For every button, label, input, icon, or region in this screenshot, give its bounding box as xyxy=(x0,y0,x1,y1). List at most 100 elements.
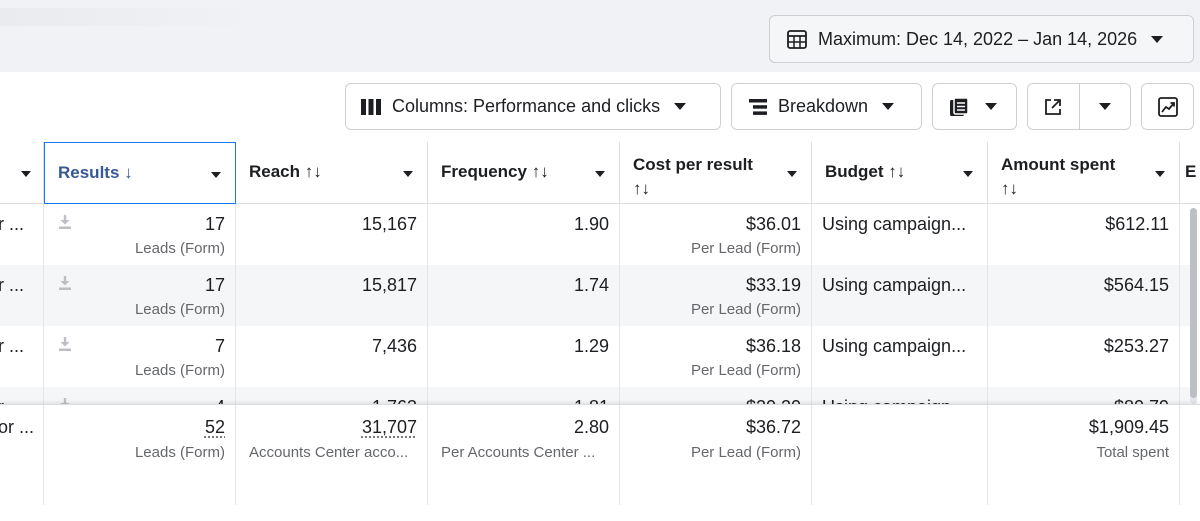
table-row[interactable]: r ... 7 Leads (Form) 7,436 1.29 $36.18 Per Lea… xyxy=(0,326,1190,387)
columns-button[interactable]: Columns: Performance and clicks xyxy=(345,83,721,130)
faded-header-text xyxy=(0,8,260,26)
row-results: 4 xyxy=(215,397,225,404)
row-frequency: 1.29 xyxy=(573,336,609,356)
row-budget: Using campaign... xyxy=(822,275,967,295)
totals-row: or ... 52 Leads (Form) 31,707 Accounts C… xyxy=(0,404,1200,505)
row-reach: 1,763 xyxy=(372,397,417,404)
row-budget: Using campaign xyxy=(822,397,951,404)
row-cost-per-result: $33.19 xyxy=(745,275,801,295)
column-header-results[interactable]: Results ↓ xyxy=(44,142,236,204)
row-reach: 7,436 xyxy=(371,336,417,356)
date-range-button[interactable]: Maximum: Dec 14, 2022 – Jan 14, 2026 xyxy=(769,15,1194,63)
download-icon xyxy=(59,337,71,351)
row-results-sub: Leads (Form) xyxy=(134,301,225,318)
totals-budget xyxy=(812,405,988,505)
breakdown-icon xyxy=(749,98,767,115)
column-header-name[interactable] xyxy=(0,142,44,204)
totals-name-truncated: or ... xyxy=(0,417,35,437)
column-header-budget[interactable]: Budget ↑↓ xyxy=(812,142,988,204)
columns-icon xyxy=(361,98,381,115)
download-icon xyxy=(60,398,70,404)
columns-label: Columns: Performance and clicks xyxy=(392,96,661,116)
totals-results[interactable]: 52 xyxy=(204,417,225,437)
row-name-truncated[interactable]: r ... xyxy=(0,336,24,356)
chevron-down-icon xyxy=(1098,103,1111,110)
column-label-reach: Reach xyxy=(249,162,301,181)
table-body: r ... 17 Leads (Form) 15,167 1.90 $36.01 Per L… xyxy=(0,204,1190,404)
chevron-down-icon xyxy=(985,103,997,110)
row-amount-spent: $80.79 xyxy=(1114,397,1169,404)
table-row[interactable]: r ... 17 Leads (Form) 15,167 1.90 $36.01 Per L… xyxy=(0,204,1190,265)
breakdown-label: Breakdown xyxy=(778,96,869,116)
breakdown-button[interactable]: Breakdown xyxy=(731,83,922,130)
row-amount-spent: $253.27 xyxy=(1103,336,1169,356)
chart-button[interactable] xyxy=(1141,83,1194,130)
vertical-scrollbar[interactable] xyxy=(1190,208,1197,404)
totals-amount-spent: $1,909.45 xyxy=(1088,417,1169,437)
row-frequency: 1.74 xyxy=(573,275,609,295)
row-name-truncated[interactable]: r xyxy=(0,397,4,404)
row-cost-per-result: $36.18 xyxy=(745,336,801,356)
download-icon xyxy=(59,215,71,229)
row-amount-spent: $564.15 xyxy=(1103,275,1169,295)
row-cost-per-result: $20.20 xyxy=(746,397,801,404)
row-amount-spent: $612.11 xyxy=(1105,214,1169,234)
column-header-next[interactable]: E xyxy=(1180,142,1200,204)
row-cost-sub: Per Lead (Form) xyxy=(690,301,801,318)
chevron-down-icon xyxy=(1155,171,1165,177)
row-cost-per-result: $36.01 xyxy=(745,214,801,234)
row-name-truncated[interactable]: r ... xyxy=(0,214,24,234)
column-header-cost-per-result[interactable]: Cost per result ↑↓ xyxy=(620,142,812,204)
row-reach: 15,167 xyxy=(361,214,417,234)
sort-icon: ↑↓ xyxy=(531,162,549,181)
chevron-down-icon xyxy=(882,103,895,110)
row-cost-sub: Per Lead (Form) xyxy=(690,240,801,257)
totals-reach-sub: Accounts Center acco... xyxy=(249,444,409,461)
row-results: 17 xyxy=(204,214,225,234)
export-button-group[interactable] xyxy=(1027,83,1131,130)
row-budget: Using campaign... xyxy=(822,336,967,356)
download-icon xyxy=(59,276,71,290)
scrollbar-thumb[interactable] xyxy=(1190,208,1197,398)
reports-button[interactable] xyxy=(932,83,1017,130)
date-range-label: Maximum: Dec 14, 2022 – Jan 14, 2026 xyxy=(818,28,1138,49)
chevron-down-icon xyxy=(1151,35,1164,43)
column-header-frequency[interactable]: Frequency ↑↓ xyxy=(428,142,620,204)
totals-amount-spent-sub: Total spent xyxy=(1096,444,1169,461)
table-row[interactable]: r 4 1,763 1.81 $20.20 Using campaign $80.79 xyxy=(0,387,1190,404)
column-label-results: Results xyxy=(58,163,120,182)
totals-frequency-sub: Per Accounts Center ... xyxy=(441,444,596,461)
row-results-sub: Leads (Form) xyxy=(134,362,225,379)
export-button[interactable] xyxy=(1028,84,1079,129)
sort-icon: ↑↓ xyxy=(304,162,322,181)
chevron-down-icon xyxy=(787,171,797,177)
row-budget: Using campaign... xyxy=(822,214,967,234)
row-name-truncated[interactable]: r ... xyxy=(0,275,24,295)
export-menu-button[interactable] xyxy=(1078,84,1130,129)
chevron-down-icon xyxy=(403,171,413,177)
chevron-down-icon xyxy=(21,171,31,177)
sort-icon: ↑↓ xyxy=(888,162,906,181)
column-label-frequency: Frequency xyxy=(441,162,527,181)
chevron-down-icon xyxy=(674,103,687,110)
chevron-down-icon xyxy=(595,171,605,177)
row-cost-sub: Per Lead (Form) xyxy=(690,362,801,379)
calendar-icon xyxy=(787,30,807,49)
row-results: 7 xyxy=(214,336,225,356)
column-label-next: E xyxy=(1185,162,1197,181)
ads-table: Results ↓ Reach ↑↓ Frequency ↑↓ Cost per… xyxy=(0,142,1200,521)
totals-cost: $36.72 xyxy=(745,417,801,437)
row-results: 17 xyxy=(204,275,225,295)
totals-results-sub: Leads (Form) xyxy=(134,444,225,461)
totals-cost-sub: Per Lead (Form) xyxy=(690,444,801,461)
row-frequency: 1.90 xyxy=(573,214,609,234)
column-header-reach[interactable]: Reach ↑↓ xyxy=(236,142,428,204)
row-reach: 15,817 xyxy=(361,275,417,295)
column-header-amount-spent[interactable]: Amount spent ↑↓ xyxy=(988,142,1180,204)
table-row[interactable]: r ... 17 Leads (Form) 15,817 1.74 $33.19 Per L… xyxy=(0,265,1190,326)
column-label-cost-per-result: Cost per result xyxy=(633,155,753,174)
reports-icon xyxy=(950,96,969,116)
sort-down-icon: ↓ xyxy=(124,163,133,182)
sort-icon: ↑↓ xyxy=(1001,179,1018,198)
totals-reach[interactable]: 31,707 xyxy=(361,417,417,437)
